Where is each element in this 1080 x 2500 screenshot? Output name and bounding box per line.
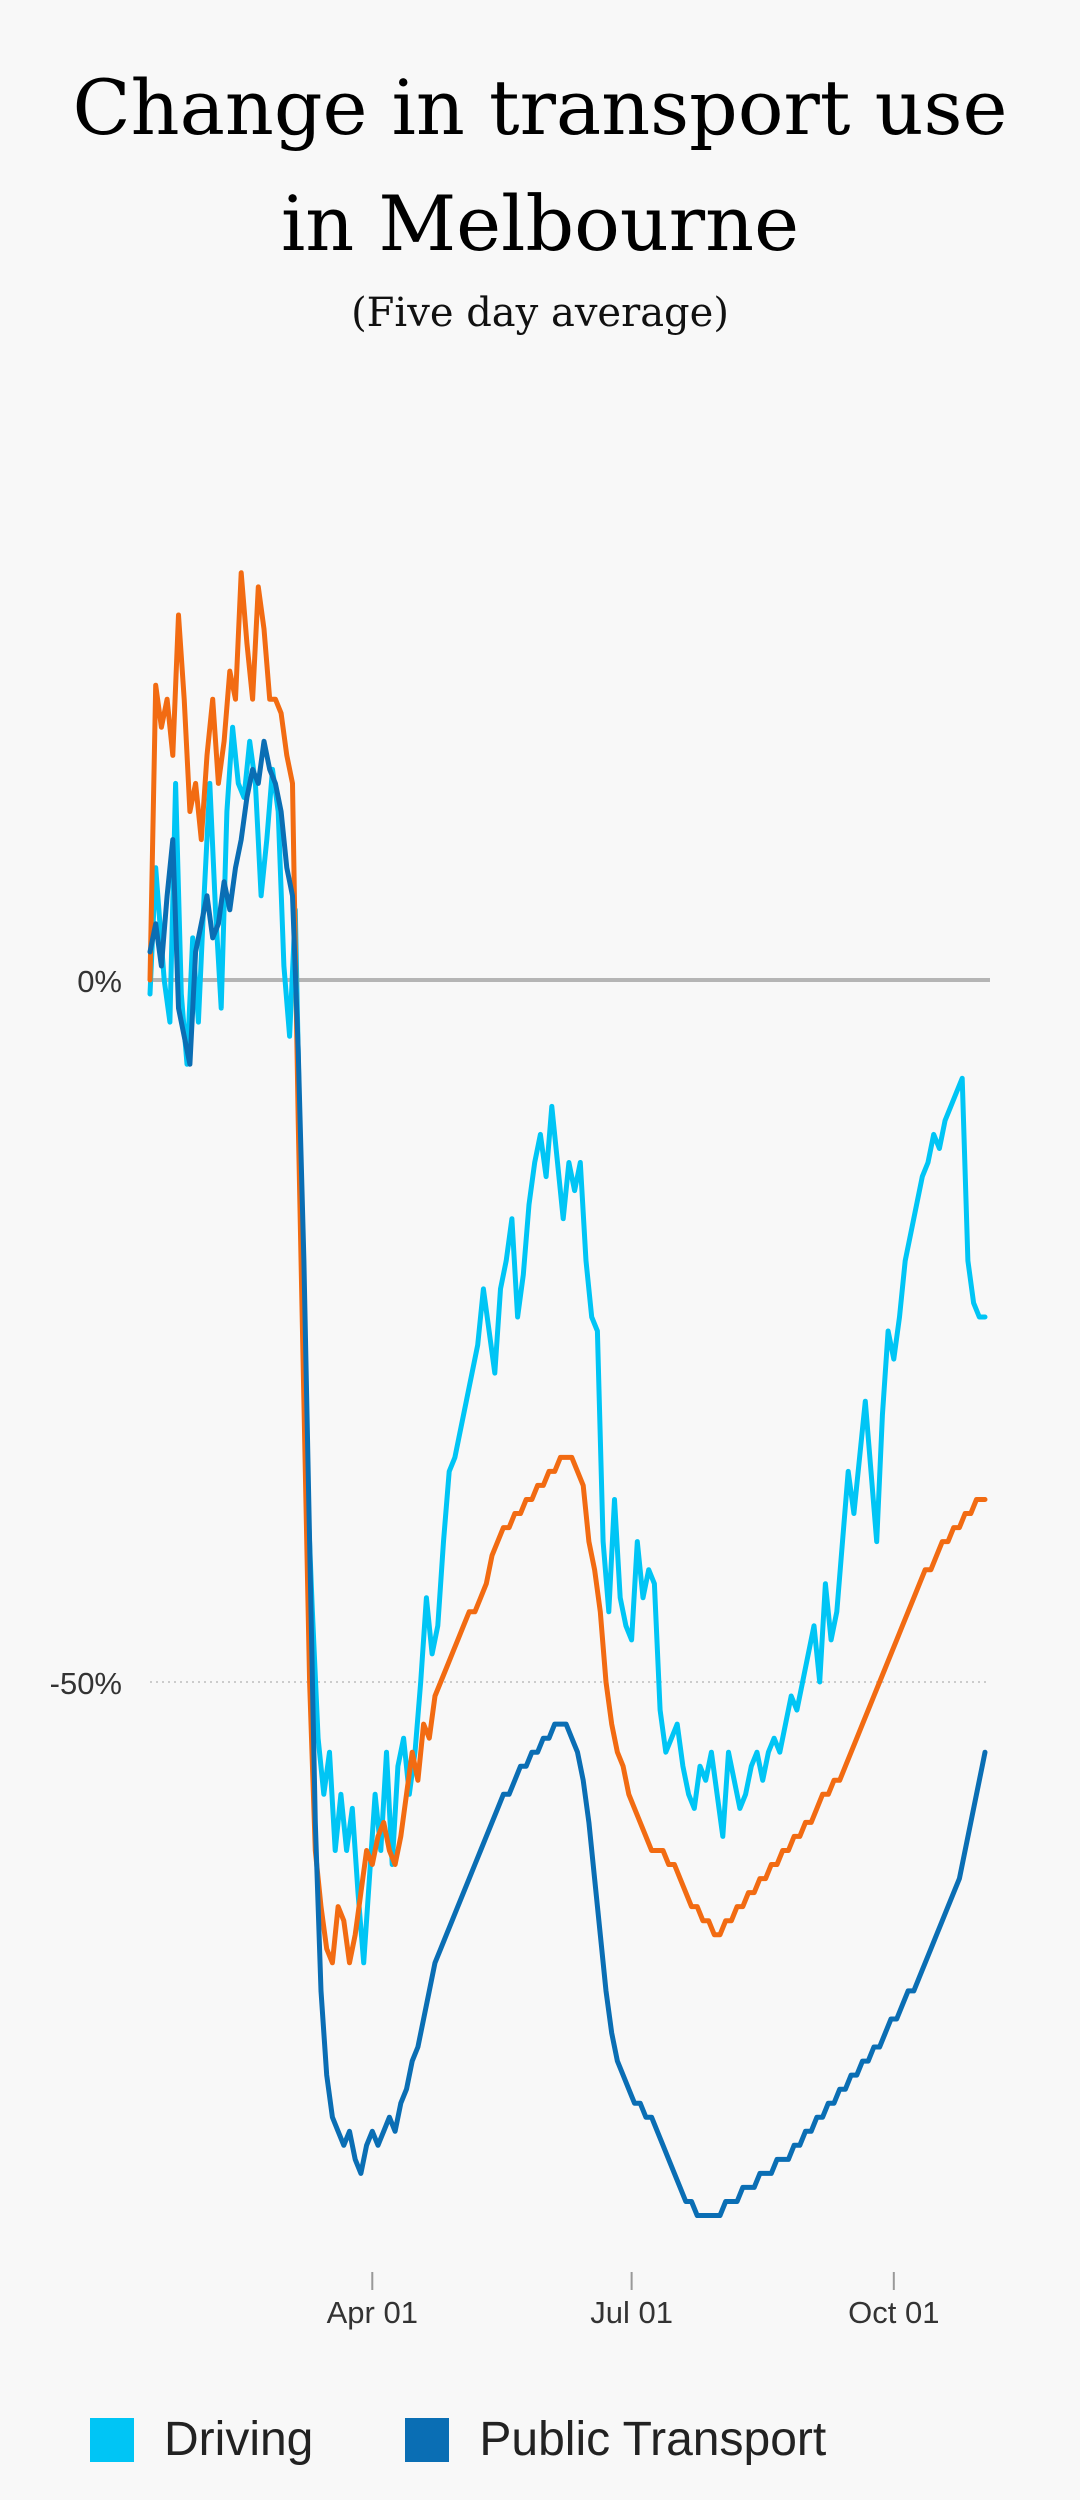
y-tick-label: -50% — [50, 1666, 122, 1701]
line-chart: 0% -50% Apr 01 Jul 01 Oct 01 — [50, 570, 990, 2330]
x-tick-label: Oct 01 — [848, 2295, 939, 2330]
legend-item-driving: Driving — [90, 2412, 313, 2467]
x-tick-label: Jul 01 — [590, 2295, 673, 2330]
title-line-1: Change in transport use — [72, 63, 1008, 152]
legend-label-driving: Driving — [164, 2413, 314, 2466]
legend-swatch-driving — [90, 2417, 134, 2462]
series-line-2 — [147, 570, 988, 1966]
legend: Driving Public Transport — [90, 2412, 918, 2467]
legend-swatch-public-transport — [405, 2417, 450, 2462]
legend-label-public-transport: Public Transport — [479, 2413, 827, 2466]
legend-item-public-transport: Public Transport — [405, 2412, 826, 2467]
y-tick-label: 0% — [77, 964, 122, 999]
chart-subtitle: (Five day average) — [351, 290, 729, 336]
title-line-2: in Melbourne — [280, 179, 800, 268]
x-tick-label: Apr 01 — [327, 2295, 418, 2330]
chart-title: Change in transport use in Melbourne — [0, 50, 1080, 282]
series-line-public-transport — [147, 738, 988, 2218]
series-line-driving — [147, 724, 988, 1966]
